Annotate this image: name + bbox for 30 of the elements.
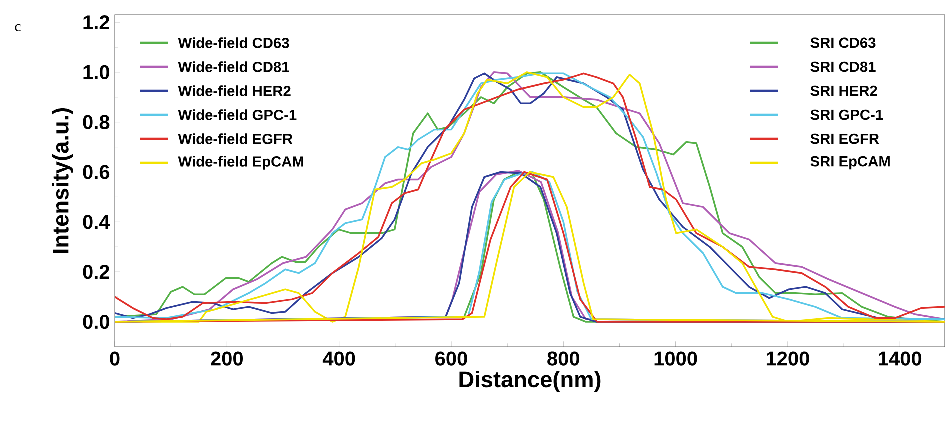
y-tick-label: 0.2	[83, 265, 110, 280]
legend-label: Wide-field CD81	[178, 62, 290, 72]
legend-label: SRI CD81	[810, 62, 876, 72]
y-tick-label: 1.0	[84, 65, 110, 80]
x-tick-label: 1200	[766, 352, 810, 366]
y-tick-label: 0.4	[83, 215, 110, 230]
x-tick-label: 200	[211, 352, 244, 366]
x-tick-label: 400	[322, 352, 356, 366]
legend-label: SRI GPC-1	[810, 110, 884, 120]
legend-label: SRI HER2	[810, 86, 878, 96]
legend-label: Wide-field CD63	[178, 38, 290, 48]
legend-label: Wide-field HER2	[178, 86, 291, 96]
x-tick-label: 1000	[654, 352, 698, 366]
legend-label: SRI EGFR	[810, 134, 880, 144]
legend-label: Wide-field GPC-1	[178, 110, 297, 120]
x-tick-label: 0	[110, 352, 120, 366]
y-axis-title: Intensity(a.u.)	[52, 108, 74, 254]
x-tick-label: 800	[548, 352, 580, 366]
y-tick-label: 0.8	[83, 115, 110, 130]
y-tick-label: 1.2	[84, 15, 110, 30]
y-tick-label: 0.6	[83, 165, 110, 180]
x-tick-label: 1400	[879, 352, 922, 366]
x-axis-title: Distance(nm)	[460, 371, 601, 392]
legend-label: SRI EpCAM	[810, 156, 890, 170]
x-tick-label: 600	[436, 352, 468, 366]
legend-label: Wide-field EGFR	[178, 134, 293, 144]
legend-label: Wide-field EpCAM	[178, 156, 304, 170]
chart-title: c	[15, 24, 21, 32]
y-tick-label: 0.0	[83, 314, 110, 330]
legend-label: SRI CD63	[810, 38, 876, 48]
